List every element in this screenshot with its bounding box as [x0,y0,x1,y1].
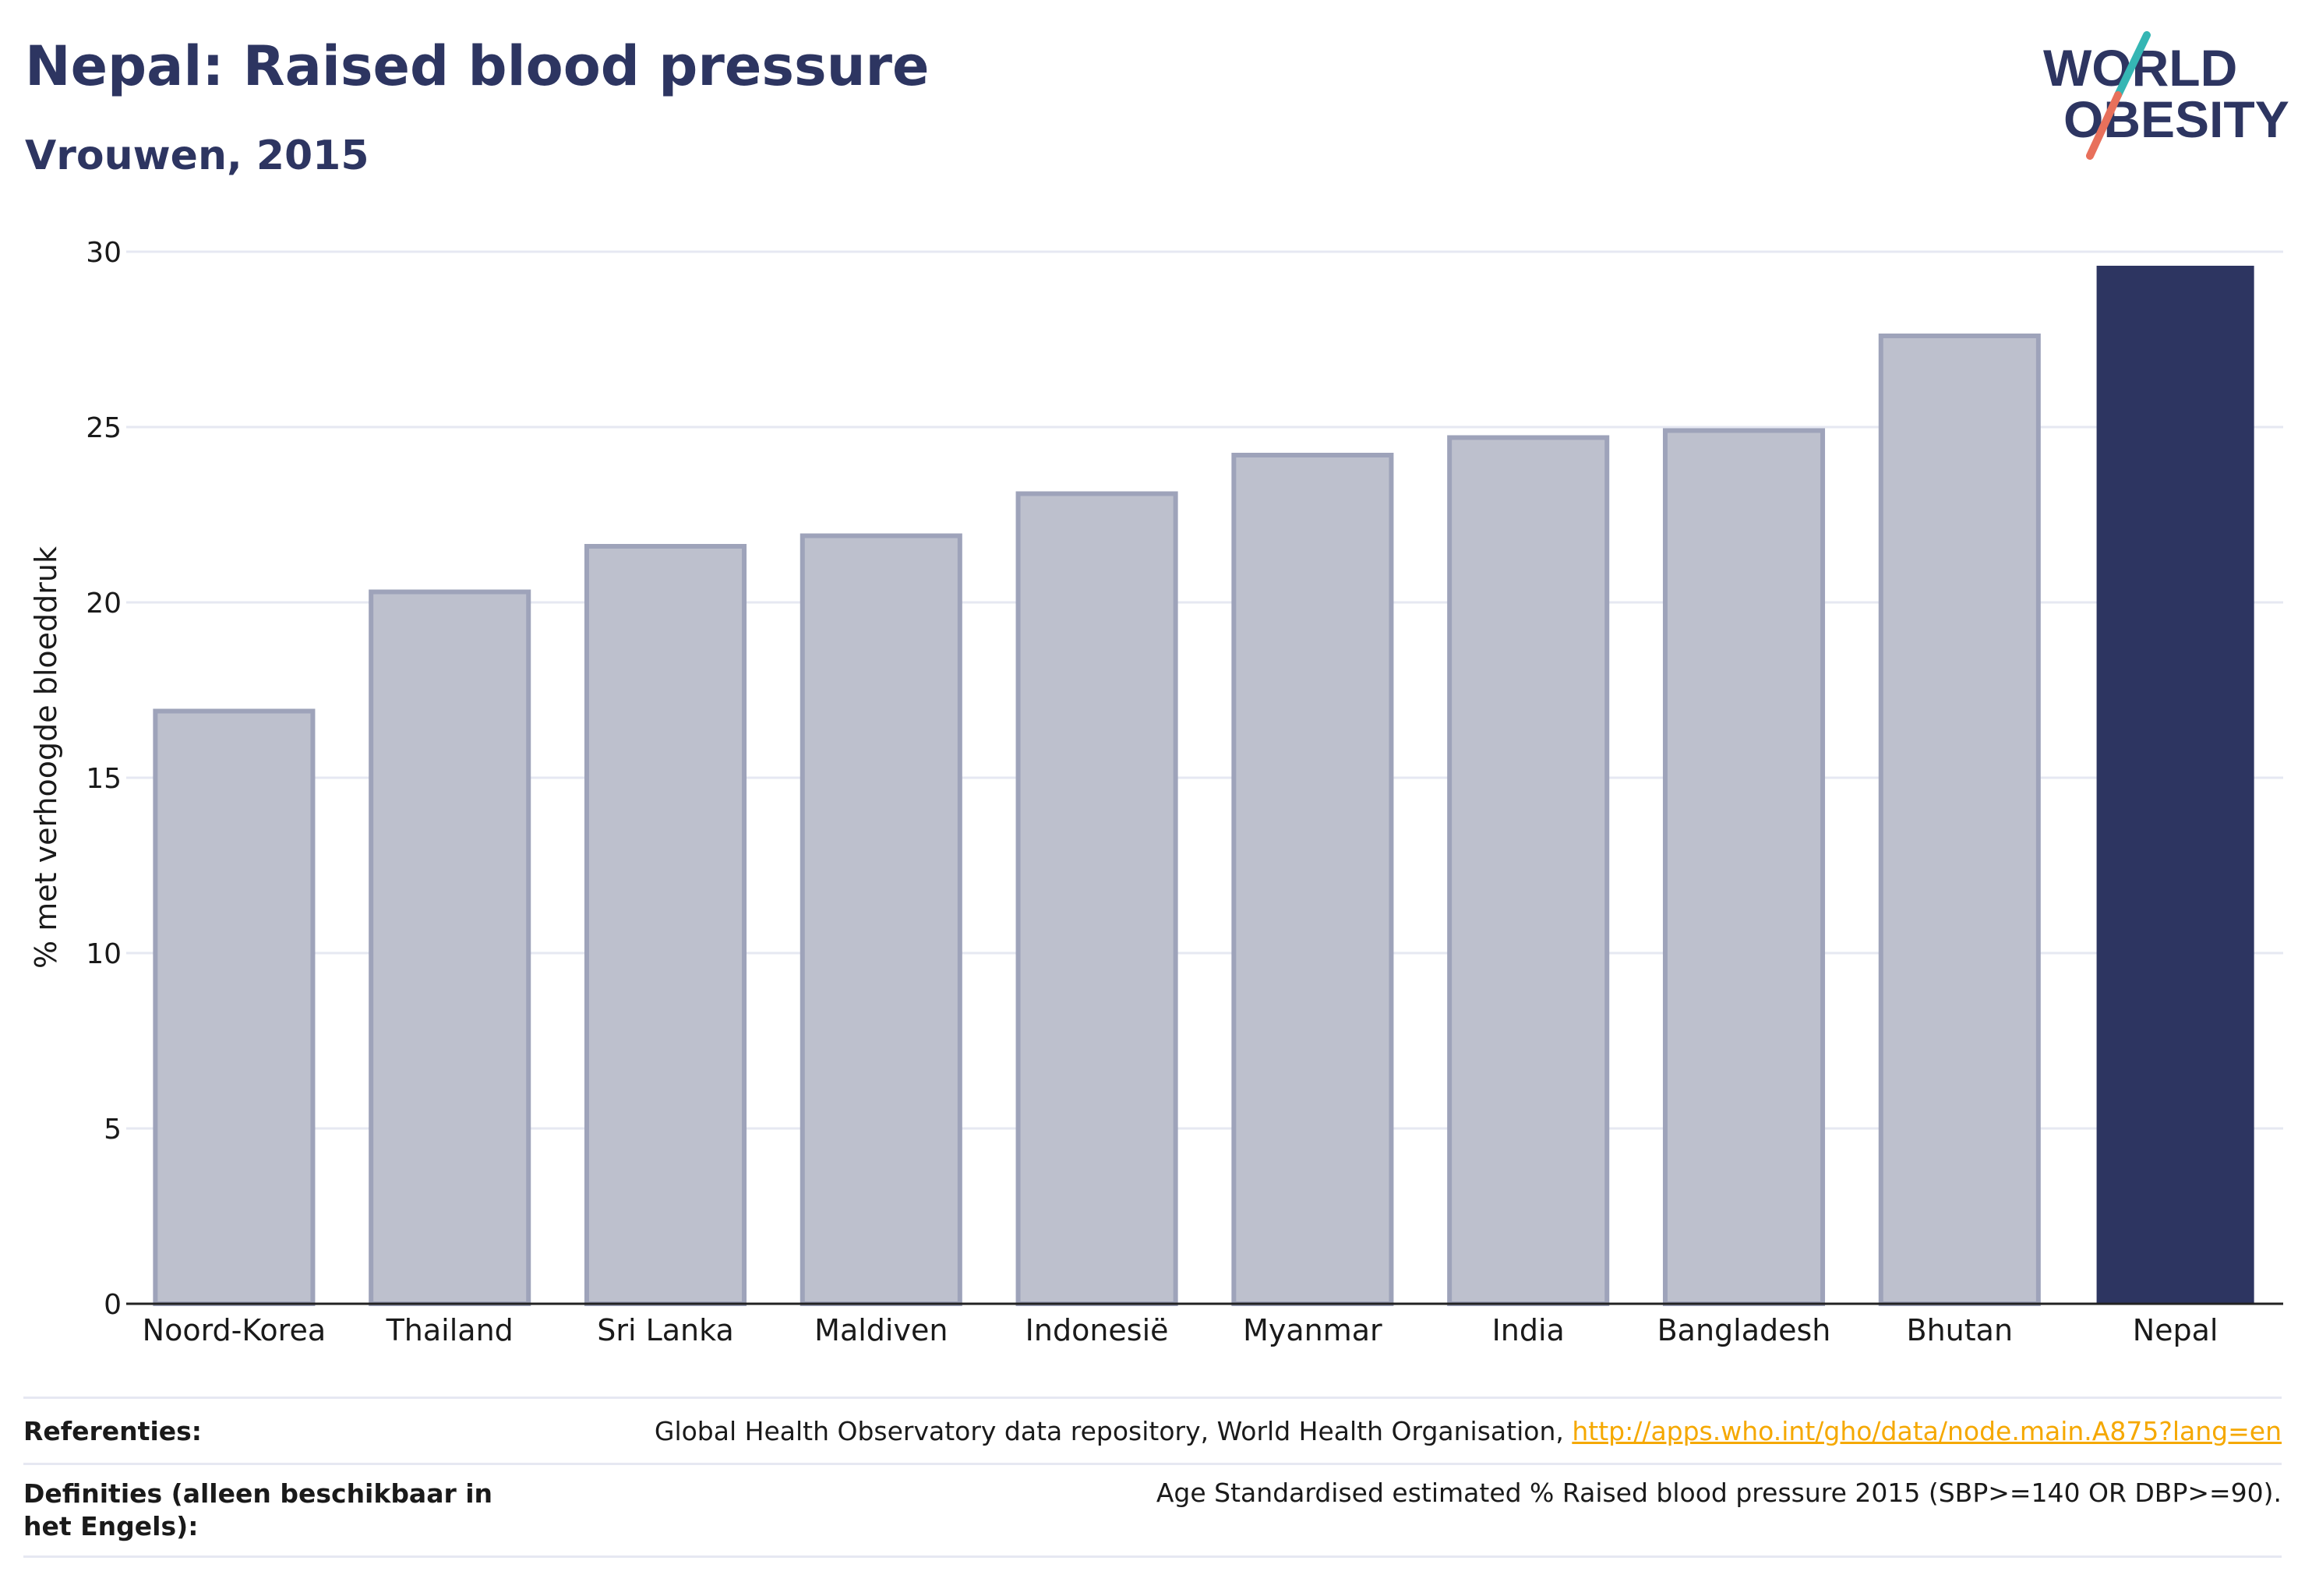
x-tick-label: Bangladesh [1657,1313,1831,1347]
definitions-value: Age Standardised estimated % Raised bloo… [1156,1478,2282,1508]
x-tick-label: Maldiven [814,1313,948,1347]
bar-maldiven [800,533,962,1306]
x-axis-ticks: Noord-Korea Thailand Sri Lanka Maldiven Indo… [143,1313,2219,1347]
x-tick-label: Bhutan [1907,1313,2014,1347]
bar-sri-lanka [584,544,747,1306]
page-title: Nepal: Raised blood pressure [25,34,930,98]
references-label: Referenties: [23,1415,202,1446]
y-axis-ticks: 0 5 10 15 20 25 30 [86,237,122,1321]
bar-noord-korea [153,708,316,1306]
y-tick-label: 30 [86,237,122,269]
definitions-row: Definities (alleen beschikbaar in het En… [23,1463,2282,1558]
references-text: Global Health Observatory data repositor… [654,1415,1573,1446]
logo-slash-teal [2114,31,2151,99]
bar-bhutan [1878,334,2041,1306]
y-tick-label: 5 [104,1114,122,1146]
y-axis-label: % met verhoogde bloeddruk [29,546,63,969]
x-tick-label: Noord-Korea [143,1313,326,1347]
x-tick-label: Nepal [2133,1313,2219,1347]
bar-chart: 0 5 10 15 20 25 30 Noord-Korea Thailand Sri Lank… [29,237,2283,1347]
y-tick-label: 0 [104,1289,122,1321]
references-link[interactable]: http://apps.who.int/gho/data/node.main.A… [1572,1415,2282,1446]
world-obesity-logo: WORLD OBESITY [2043,31,2289,160]
x-tick-label: Sri Lanka [597,1313,734,1347]
definitions-label: Definities (alleen beschikbaar in het En… [23,1478,493,1541]
y-tick-label: 25 [86,412,122,444]
bar-bangladesh [1662,428,1826,1306]
references-value: Global Health Observatory data repositor… [655,1416,2282,1446]
footer-table: Referenties: Global Health Observatory d… [23,1396,2282,1558]
page-subtitle: Vrouwen, 2015 [25,132,369,179]
bars [153,266,2254,1306]
y-tick-label: 10 [86,938,122,970]
x-tick-label: Thailand [386,1313,514,1347]
bar-nepal [2096,266,2254,1304]
bar-myanmar [1231,453,1394,1306]
y-tick-label: 20 [86,588,122,620]
x-tick-label: Indonesië [1025,1313,1169,1347]
y-tick-label: 15 [86,763,122,795]
x-tick-label: India [1492,1313,1565,1347]
bar-thailand [369,589,531,1306]
logo-slash-coral [2086,91,2122,160]
references-row: Referenties: Global Health Observatory d… [23,1396,2282,1463]
bar-india [1447,435,1610,1306]
x-tick-label: Myanmar [1243,1313,1382,1347]
bar-indonesi- [1015,491,1178,1306]
